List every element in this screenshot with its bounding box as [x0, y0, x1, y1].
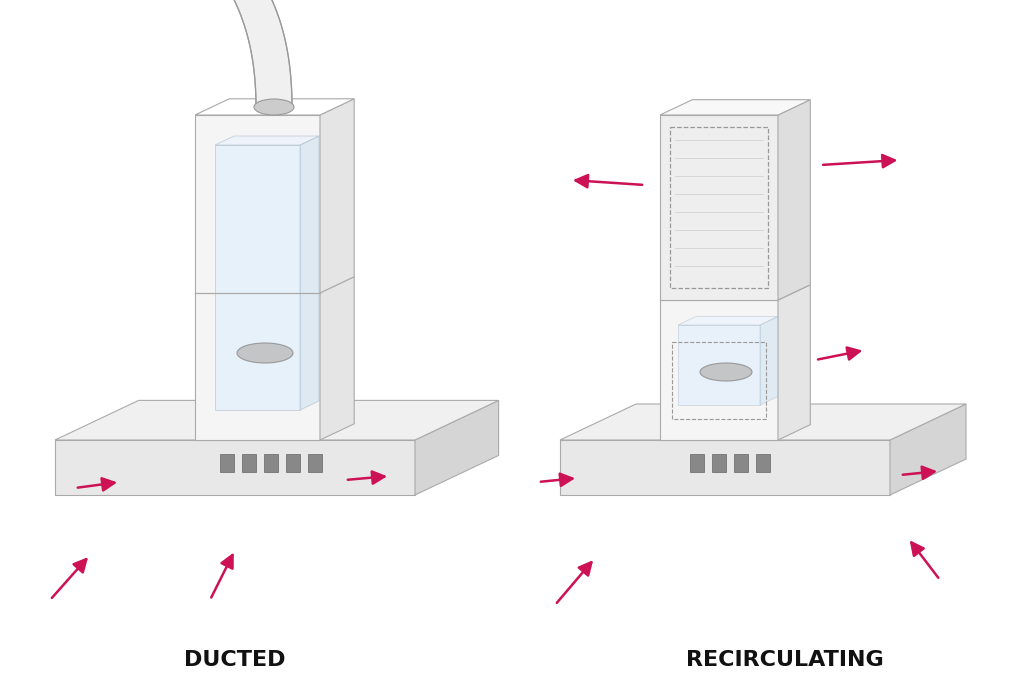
Polygon shape: [415, 401, 498, 495]
Polygon shape: [215, 136, 319, 145]
Polygon shape: [195, 99, 354, 115]
Polygon shape: [96, 0, 292, 107]
Polygon shape: [220, 454, 234, 472]
Polygon shape: [300, 136, 319, 410]
Polygon shape: [690, 454, 704, 472]
Text: DUCTED: DUCTED: [185, 650, 286, 670]
Polygon shape: [734, 454, 748, 472]
Polygon shape: [55, 401, 498, 440]
Ellipse shape: [700, 363, 752, 381]
Text: RECIRCULATING: RECIRCULATING: [686, 650, 883, 670]
Polygon shape: [241, 454, 256, 472]
Polygon shape: [215, 145, 300, 410]
Polygon shape: [286, 454, 300, 472]
Polygon shape: [308, 454, 322, 472]
Ellipse shape: [254, 99, 294, 115]
Polygon shape: [320, 99, 354, 440]
Polygon shape: [55, 440, 415, 495]
Polygon shape: [195, 115, 320, 440]
Polygon shape: [778, 284, 810, 440]
Polygon shape: [560, 440, 890, 495]
Polygon shape: [678, 325, 760, 405]
Polygon shape: [678, 316, 778, 325]
Polygon shape: [660, 284, 810, 300]
Polygon shape: [756, 454, 770, 472]
Polygon shape: [660, 115, 778, 300]
Polygon shape: [890, 404, 966, 495]
Polygon shape: [560, 404, 966, 440]
Polygon shape: [760, 316, 778, 405]
Polygon shape: [264, 454, 278, 472]
Polygon shape: [712, 454, 725, 472]
Polygon shape: [660, 100, 810, 115]
Polygon shape: [660, 300, 778, 440]
Polygon shape: [778, 100, 810, 300]
Ellipse shape: [237, 343, 293, 363]
